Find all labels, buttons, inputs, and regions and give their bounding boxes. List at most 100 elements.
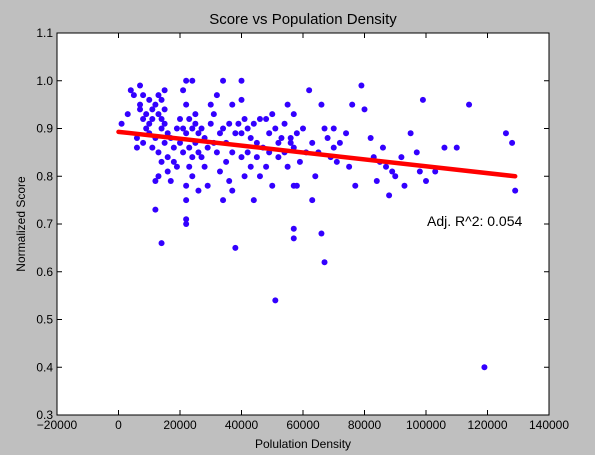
data-point (374, 178, 380, 184)
data-point (269, 111, 275, 117)
data-point (318, 231, 324, 237)
data-point (294, 183, 300, 189)
data-point (168, 178, 174, 184)
data-point (254, 154, 260, 160)
data-point (205, 183, 211, 189)
data-point (266, 130, 272, 136)
data-point (291, 235, 297, 241)
data-point (248, 164, 254, 170)
data-point (358, 83, 364, 89)
data-point (509, 140, 515, 146)
data-point (162, 106, 168, 112)
data-point (214, 92, 220, 98)
data-point (159, 159, 165, 165)
data-point (180, 149, 186, 155)
data-point (346, 164, 352, 170)
data-point (211, 111, 217, 117)
data-point (441, 145, 447, 151)
y-tick-label: 1.1 (36, 26, 53, 40)
data-point (186, 116, 192, 122)
data-point (183, 130, 189, 136)
data-point (229, 149, 235, 155)
data-point (239, 78, 245, 84)
data-point (189, 173, 195, 179)
data-point (334, 159, 340, 165)
data-point (189, 78, 195, 84)
data-point (282, 121, 288, 127)
data-point (278, 135, 284, 141)
data-point (195, 188, 201, 194)
data-point (239, 154, 245, 160)
data-point (119, 121, 125, 127)
data-point (214, 149, 220, 155)
data-point (408, 130, 414, 136)
x-tick-label: 20000 (163, 418, 197, 432)
data-point (186, 164, 192, 170)
chart-title: Score vs Population Density (209, 11, 397, 28)
data-point (125, 111, 131, 117)
data-point (162, 140, 168, 146)
data-point (220, 78, 226, 84)
data-point (223, 159, 229, 165)
data-point (291, 111, 297, 117)
data-point (380, 145, 386, 151)
data-point (165, 154, 171, 160)
data-point (481, 364, 487, 370)
data-point (239, 97, 245, 103)
y-tick-label: 0.7 (36, 217, 53, 231)
data-point (343, 130, 349, 136)
x-tick-label: 60000 (286, 418, 320, 432)
data-point (300, 126, 306, 132)
y-tick-label: 0.3 (36, 408, 53, 422)
x-axis-label: Polulation Density (255, 437, 351, 451)
data-point (183, 102, 189, 108)
data-point (414, 149, 420, 155)
data-point (226, 121, 232, 127)
data-point (171, 145, 177, 151)
data-point (140, 140, 146, 146)
data-point (239, 130, 245, 136)
data-point (146, 97, 152, 103)
data-point (401, 183, 407, 189)
data-point (349, 102, 355, 108)
data-point (220, 126, 226, 132)
data-point (245, 126, 251, 132)
data-point (192, 121, 198, 127)
data-point (229, 102, 235, 108)
data-point (420, 97, 426, 103)
data-point (143, 111, 149, 117)
data-point (269, 183, 275, 189)
data-point (140, 92, 146, 98)
data-point (199, 154, 205, 160)
data-point (362, 106, 368, 112)
data-point (183, 78, 189, 84)
data-point (208, 102, 214, 108)
data-point (466, 102, 472, 108)
data-point (137, 106, 143, 112)
data-point (152, 207, 158, 213)
data-point (383, 164, 389, 170)
data-point (368, 135, 374, 141)
data-point (257, 116, 263, 122)
data-point (220, 197, 226, 203)
data-point (226, 178, 232, 184)
data-point (232, 130, 238, 136)
y-tick-label: 0.6 (36, 265, 53, 279)
data-point (285, 164, 291, 170)
data-point (162, 121, 168, 127)
data-point (386, 192, 392, 198)
y-tick-label: 0.8 (36, 169, 53, 183)
data-point (423, 178, 429, 184)
data-point (318, 102, 324, 108)
data-point (205, 145, 211, 151)
data-point (242, 173, 248, 179)
data-point (180, 87, 186, 93)
data-point (155, 173, 161, 179)
data-point (297, 159, 303, 165)
data-point (512, 188, 518, 194)
data-point (177, 116, 183, 122)
data-point (454, 145, 460, 151)
data-point (208, 121, 214, 127)
data-point (159, 97, 165, 103)
data-point (294, 130, 300, 136)
